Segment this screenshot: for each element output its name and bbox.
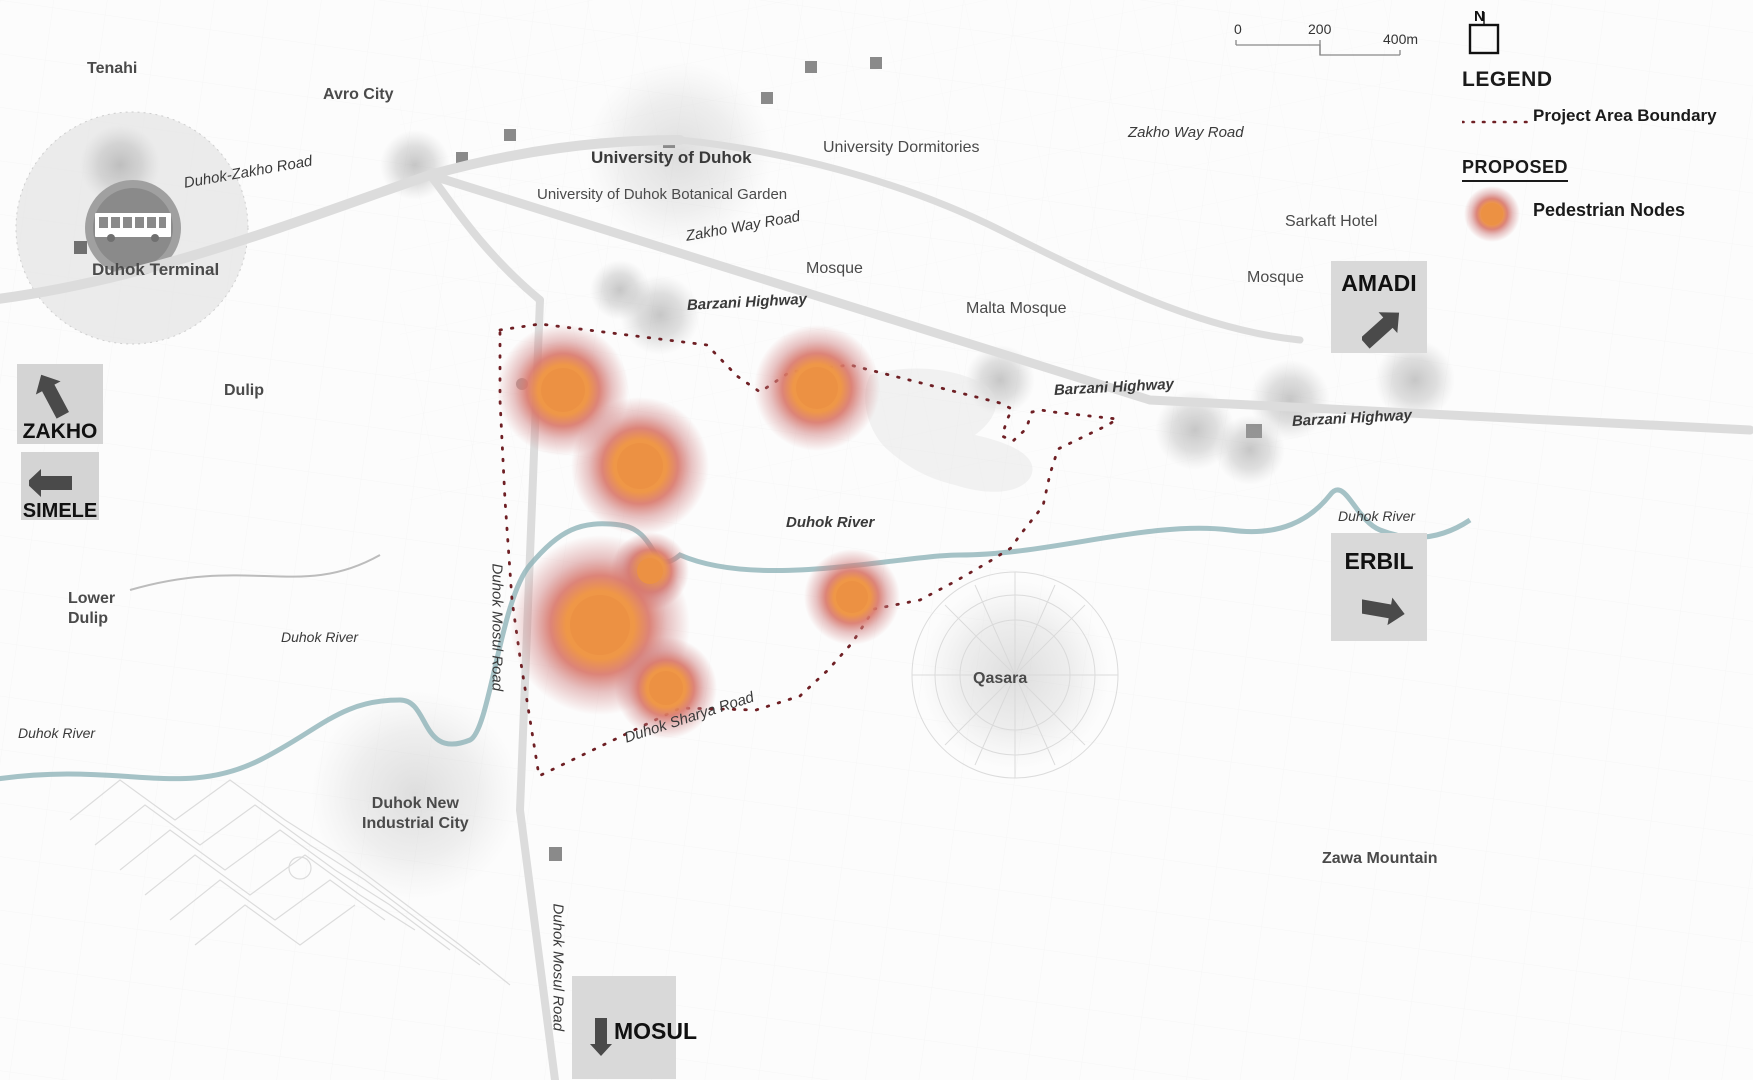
svg-text:200: 200 — [1308, 21, 1332, 37]
svg-text:400m: 400m — [1383, 31, 1418, 47]
svg-text:N: N — [1474, 8, 1485, 25]
svg-text:0: 0 — [1234, 21, 1242, 37]
